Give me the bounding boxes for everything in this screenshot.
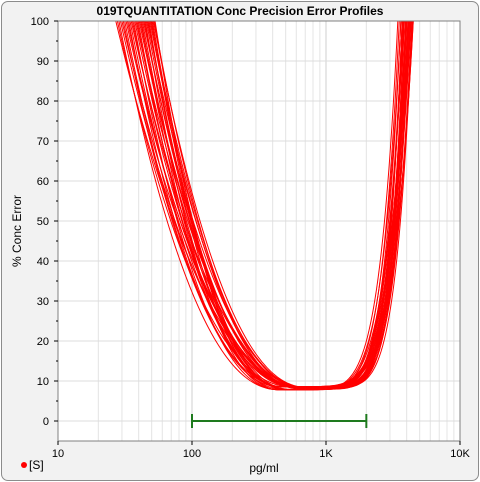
x-tick-label: 10K bbox=[450, 448, 470, 460]
profile-curve bbox=[134, 21, 410, 388]
x-tick-label: 1K bbox=[319, 448, 333, 460]
y-tick-label: 20 bbox=[37, 336, 49, 348]
y-tick-label: 30 bbox=[37, 296, 49, 308]
chart-title: 019TQUANTITATION Conc Precision Error Pr… bbox=[96, 4, 384, 18]
y-tick-label: 50 bbox=[37, 216, 49, 228]
x-tick-label: 100 bbox=[183, 448, 201, 460]
profile-curve bbox=[118, 21, 399, 391]
y-tick-label: 0 bbox=[43, 416, 49, 428]
profile-curve bbox=[139, 21, 407, 390]
x-axis-title: pg/ml bbox=[249, 461, 278, 475]
y-tick-label: 80 bbox=[37, 96, 49, 108]
profile-curve bbox=[133, 21, 402, 391]
profile-curve bbox=[140, 21, 412, 388]
legend-marker bbox=[21, 462, 27, 468]
y-tick-label: 70 bbox=[37, 136, 49, 148]
y-tick-label: 60 bbox=[37, 176, 49, 188]
profile-curve bbox=[154, 21, 408, 391]
plot-border bbox=[57, 20, 461, 442]
y-tick-label: 100 bbox=[31, 16, 49, 28]
y-axis-title: % Conc Error bbox=[10, 195, 24, 267]
y-tick-label: 10 bbox=[37, 376, 49, 388]
curves-group bbox=[115, 21, 414, 391]
y-tick-label: 40 bbox=[37, 256, 49, 268]
profile-curve bbox=[144, 21, 405, 391]
y-tick-label: 90 bbox=[37, 56, 49, 68]
legend-label: [S] bbox=[29, 458, 44, 472]
x-tick-label: 10 bbox=[52, 448, 64, 460]
legend: [S] bbox=[21, 458, 44, 472]
profile-curve bbox=[145, 21, 413, 388]
profile-curve bbox=[152, 21, 414, 388]
profile-curve bbox=[153, 21, 413, 389]
